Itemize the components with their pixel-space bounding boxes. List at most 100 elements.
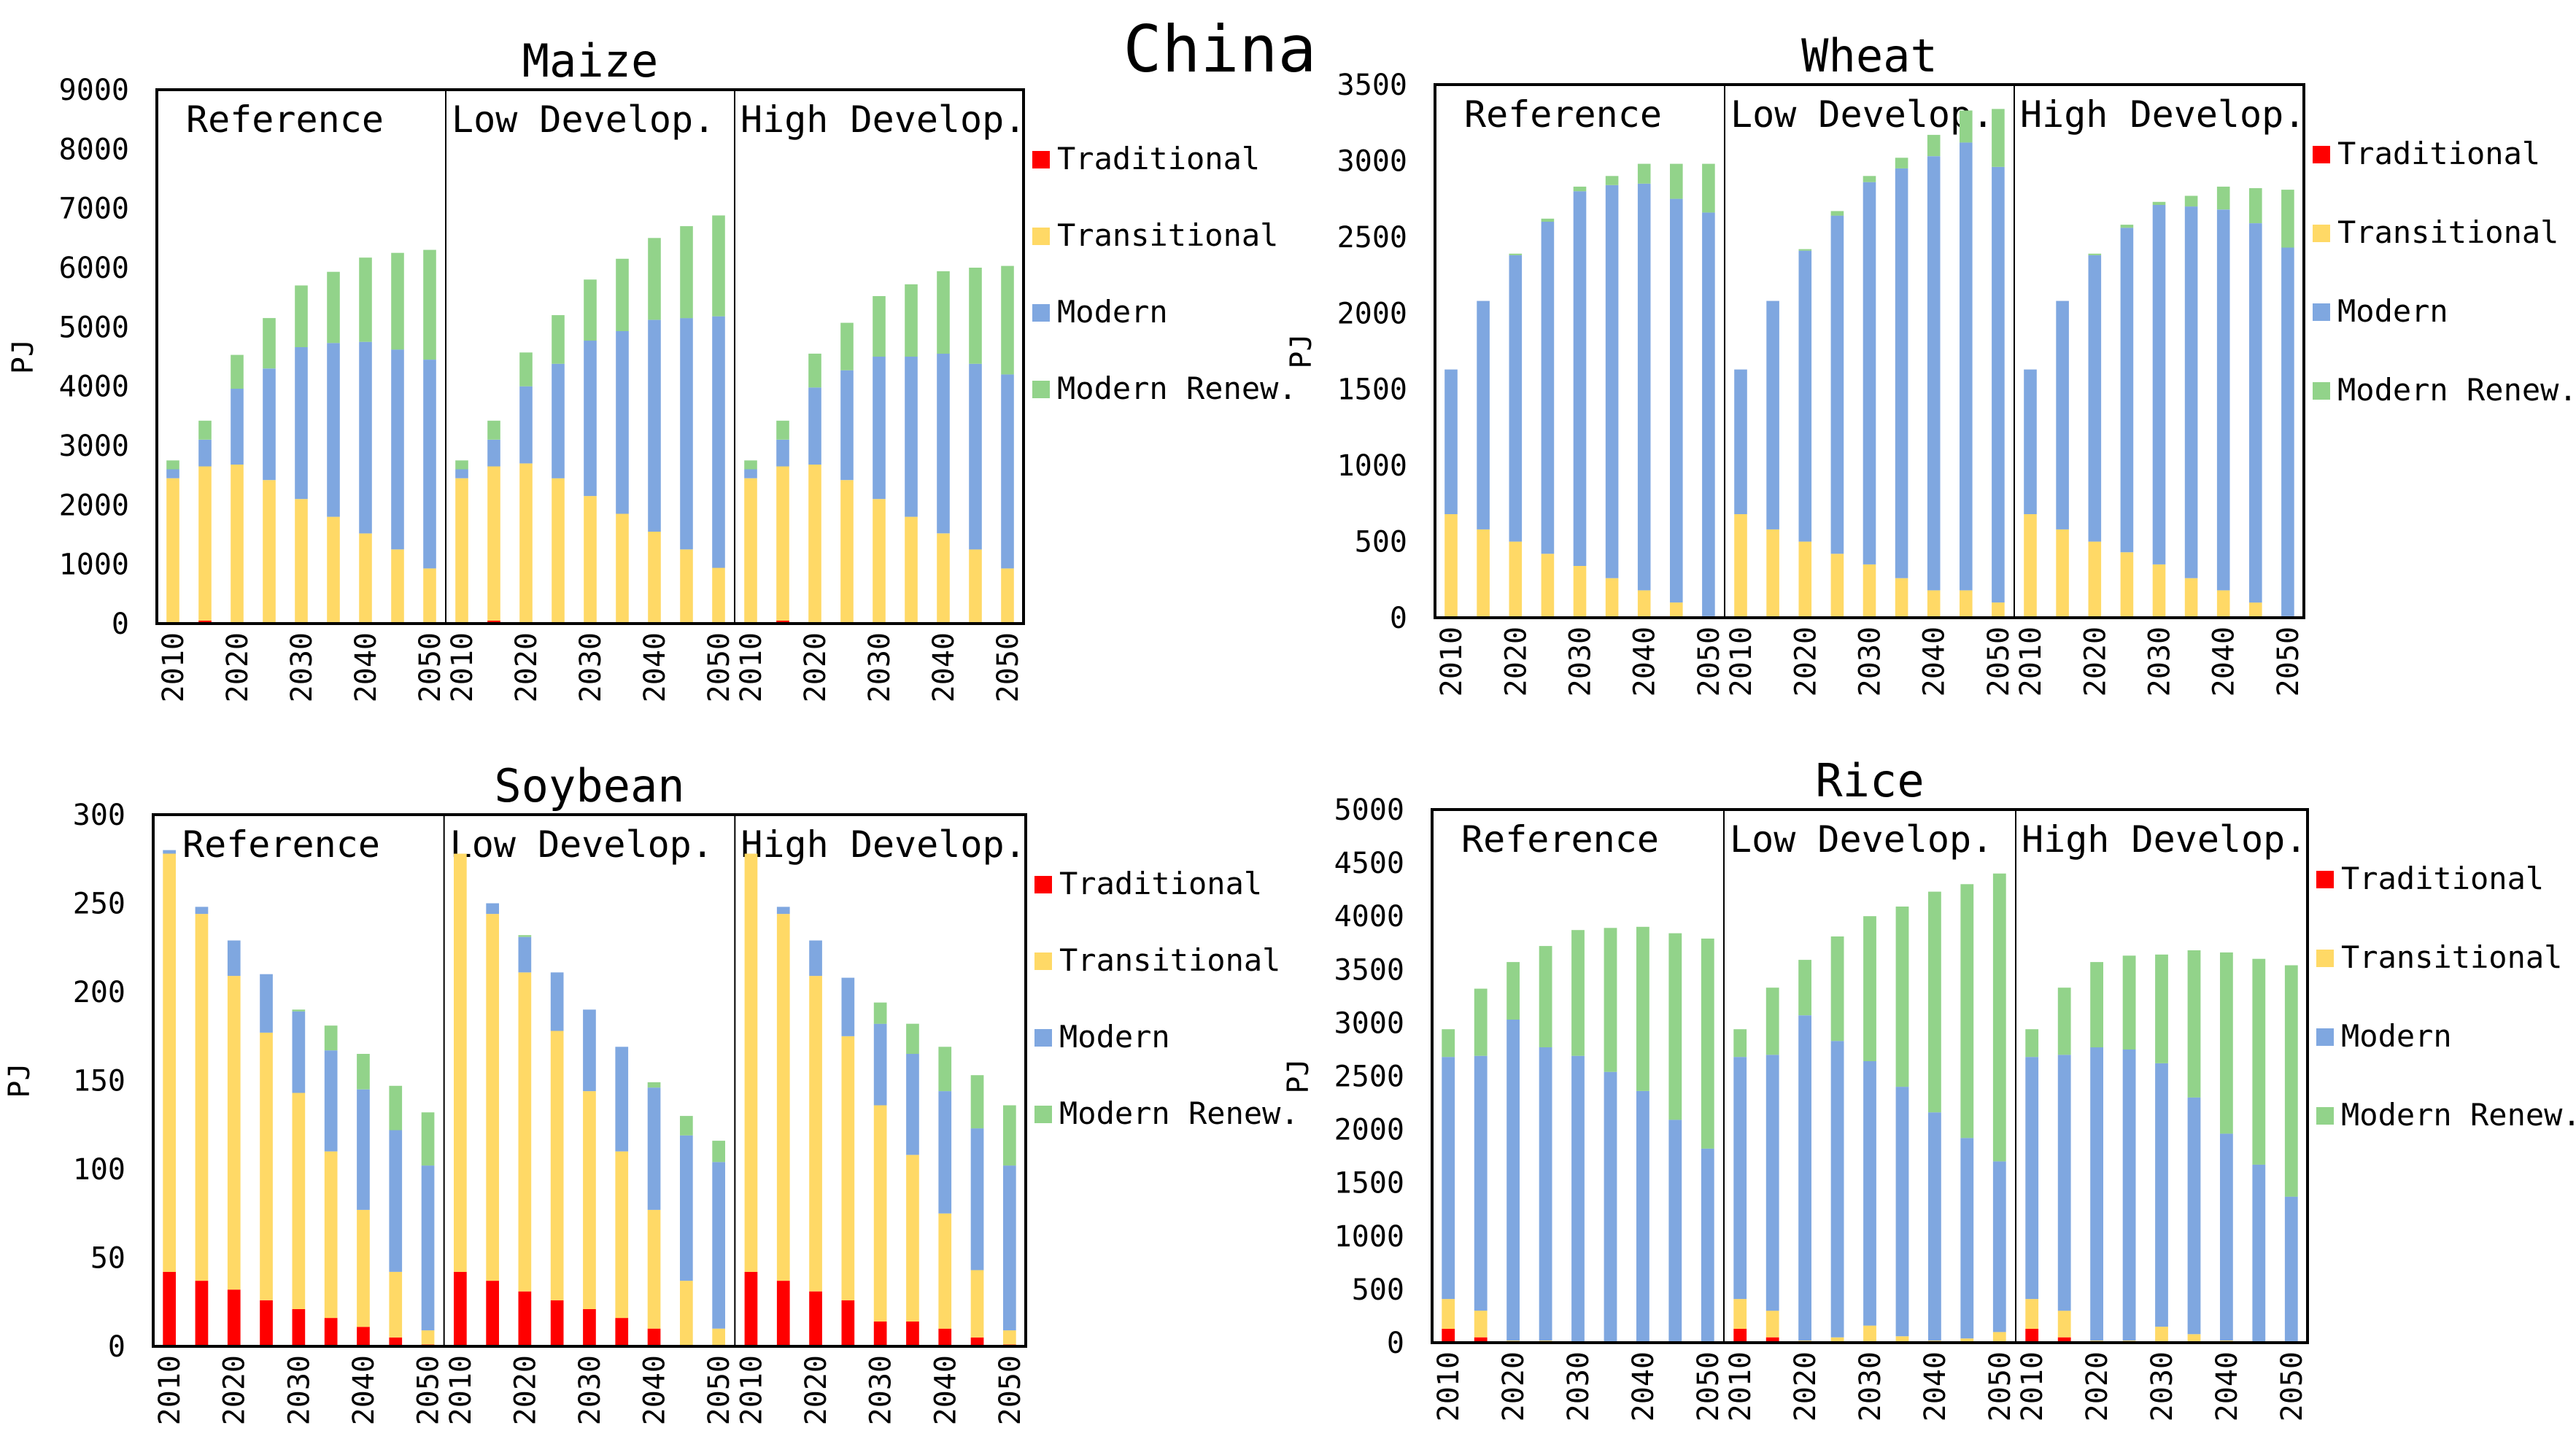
- wheat-group-high-develop: High Develop. 2010 2020 2030 2040 2050: [2014, 93, 2305, 697]
- rice-legend-swatch-modern-renew: [2316, 1107, 2334, 1125]
- rice-x-tick-label: 2040: [1627, 1351, 1660, 1421]
- soybean-low-develop-transitional-bar-2030: [583, 1091, 596, 1309]
- maize-low-develop-modern-bar-2020: [519, 386, 533, 464]
- wheat-reference-modern-bar-2010: [1444, 369, 1458, 514]
- rice-x-tick-label: 2030: [1854, 1351, 1887, 1421]
- rice-high-develop-modern-renew-bar-2040: [2220, 952, 2233, 1134]
- maize-high-develop-modern-renew-bar-2045: [969, 268, 982, 364]
- wheat-high-develop-modern-bar-2020: [2088, 255, 2102, 542]
- soybean-reference-transitional-bar-2050: [421, 1330, 435, 1345]
- wheat-high-develop-transitional-bar-2045: [2249, 602, 2262, 618]
- wheat-high-develop-transitional-bar-2015: [2056, 529, 2069, 618]
- rice-reference-modern-renew-bar-2015: [1474, 988, 1488, 1056]
- maize-high-develop-modern-renew-bar-2030: [873, 296, 886, 357]
- soybean-low-develop-traditional-bar-2030: [583, 1309, 596, 1346]
- wheat-reference-modern-renew-bar-2030: [1573, 186, 1587, 192]
- rice-high-develop-modern-renew-bar-2045: [2252, 958, 2266, 1165]
- wheat-low-develop-transitional-bar-2035: [1895, 578, 1908, 618]
- soybean-low-develop-modern-renew-bar-2050: [712, 1141, 725, 1163]
- maize-x-tick-label: 2030: [574, 632, 608, 702]
- soybean-low-develop-transitional-bar-2010: [454, 853, 467, 1272]
- maize-reference-modern-renew-bar-2020: [231, 354, 244, 389]
- maize-reference-transitional-bar-2040: [359, 533, 372, 624]
- maize-legend-swatch-modern: [1032, 304, 1050, 322]
- wheat-high-develop-transitional-bar-2025: [2120, 552, 2134, 618]
- rice-reference-modern-renew-bar-2035: [1604, 928, 1617, 1072]
- wheat-low-develop-modern-renew-bar-2020: [1798, 249, 1812, 251]
- rice-low-develop-modern-renew-bar-2015: [1765, 988, 1779, 1055]
- maize-high-develop-transitional-bar-2030: [873, 499, 886, 624]
- wheat-low-develop-modern-bar-2040: [1927, 156, 1941, 591]
- wheat-high-develop-transitional-bar-2040: [2216, 590, 2230, 618]
- soybean-y-tick-label: 300: [73, 799, 125, 832]
- rice-y-tick-label: 3500: [1334, 953, 1404, 987]
- rice-high-develop-transitional-bar-2010: [2025, 1299, 2039, 1329]
- wheat-x-tick-label: 2030: [2143, 626, 2177, 697]
- soybean-x-tick-label: 2020: [218, 1355, 252, 1425]
- soybean-high-develop-traditional-bar-2045: [970, 1337, 984, 1346]
- maize-high-develop-modern-bar-2025: [840, 370, 854, 481]
- rice-y-tick-label: 2500: [1334, 1060, 1404, 1094]
- soybean-high-develop-traditional-bar-2010: [744, 1271, 758, 1346]
- soybean-reference-traditional-bar-2035: [324, 1318, 338, 1346]
- rice-x-tick-label: 2020: [1789, 1351, 1822, 1421]
- maize-low-develop-transitional-bar-2015: [487, 466, 500, 621]
- maize-reference-modern-renew-bar-2025: [263, 318, 276, 369]
- maize-reference-transitional-bar-2015: [198, 466, 212, 621]
- rice-low-develop-modern-bar-2020: [1798, 1015, 1811, 1341]
- wheat-x-tick-label: 2040: [1918, 626, 1952, 697]
- soybean-high-develop-modern-bar-2030: [873, 1023, 887, 1106]
- maize-low-develop-modern-bar-2040: [648, 319, 661, 532]
- wheat-x-tick-label: 2040: [1628, 626, 1662, 697]
- wheat-high-develop-transitional-bar-2020: [2088, 541, 2102, 618]
- soybean-low-develop-modern-bar-2015: [486, 903, 499, 915]
- rice-panel: Rice 0 500 1000 1500 2000 2500 3000 3500 4000 4500…: [1282, 754, 2576, 1421]
- soybean-legend-swatch-traditional: [1034, 876, 1052, 893]
- wheat-low-develop-modern-renew-bar-2030: [1863, 176, 1876, 182]
- soybean-low-develop-transitional-bar-2045: [680, 1281, 693, 1346]
- maize-high-develop-modern-bar-2050: [1001, 374, 1014, 569]
- soybean-high-develop-traditional-bar-2030: [873, 1322, 887, 1346]
- wheat-low-develop-transitional-bar-2025: [1830, 554, 1844, 618]
- wheat-low-develop-modern-renew-bar-2050: [1992, 109, 2005, 167]
- soybean-high-develop-traditional-bar-2015: [776, 1281, 790, 1346]
- wheat-y-axis-label: PJ: [1285, 333, 1318, 368]
- wheat-scenario-label-low-develop: Low Develop.: [1730, 93, 1994, 136]
- soybean-reference-traditional-bar-2045: [389, 1337, 403, 1346]
- wheat-reference-modern-renew-bar-2040: [1637, 163, 1651, 184]
- rice-title: Rice: [1815, 754, 1924, 807]
- maize-low-develop-transitional-bar-2045: [680, 549, 693, 624]
- maize-low-develop-modern-bar-2030: [584, 341, 597, 497]
- rice-high-develop-transitional-bar-2035: [2187, 1334, 2201, 1343]
- maize-low-develop-modern-bar-2050: [712, 316, 725, 568]
- maize-y-tick-label: 3000: [59, 430, 129, 463]
- soybean-high-develop-traditional-bar-2025: [841, 1300, 855, 1346]
- soybean-low-develop-transitional-bar-2025: [550, 1031, 564, 1300]
- soybean-low-develop-transitional-bar-2040: [647, 1209, 661, 1329]
- soybean-reference-transitional-bar-2040: [357, 1209, 370, 1327]
- maize-low-develop-transitional-bar-2040: [648, 531, 661, 624]
- rice-plot-frame: [1431, 808, 2309, 1344]
- soybean-x-tick-label: 2040: [638, 1355, 672, 1425]
- maize-low-develop-transitional-bar-2050: [712, 567, 725, 624]
- rice-high-develop-modern-renew-bar-2020: [2090, 962, 2103, 1048]
- wheat-x-tick-label: 2050: [1693, 626, 1726, 697]
- soybean-reference-modern-bar-2020: [227, 940, 241, 977]
- wheat-y-tick-label: 0: [1390, 602, 1407, 635]
- wheat-scenario-label-high-develop: High Develop.: [2020, 93, 2305, 136]
- soybean-low-develop-traditional-bar-2020: [518, 1291, 532, 1346]
- rice-reference-modern-bar-2030: [1571, 1055, 1585, 1342]
- rice-high-develop-modern-renew-bar-2030: [2155, 954, 2168, 1063]
- soybean-reference-modern-bar-2030: [292, 1011, 306, 1093]
- wheat-high-develop-modern-renew-bar-2050: [2281, 190, 2294, 248]
- rice-legend-label-modern-renew: Modern Renew.: [2341, 1097, 2576, 1133]
- wheat-reference-modern-renew-bar-2045: [1670, 163, 1683, 199]
- rice-legend: Traditional Transitional Modern Modern Rene…: [2316, 861, 2576, 1133]
- soybean-reference-modern-renew-bar-2045: [389, 1085, 403, 1130]
- maize-low-develop-modern-bar-2045: [680, 318, 693, 550]
- soybean-x-tick-label: 2010: [735, 1355, 769, 1425]
- wheat-low-develop-transitional-bar-2040: [1927, 590, 1941, 618]
- maize-reference-transitional-bar-2050: [423, 568, 436, 624]
- soybean-y-tick-label: 100: [73, 1153, 125, 1187]
- maize-x-tick-label: 2020: [799, 632, 832, 702]
